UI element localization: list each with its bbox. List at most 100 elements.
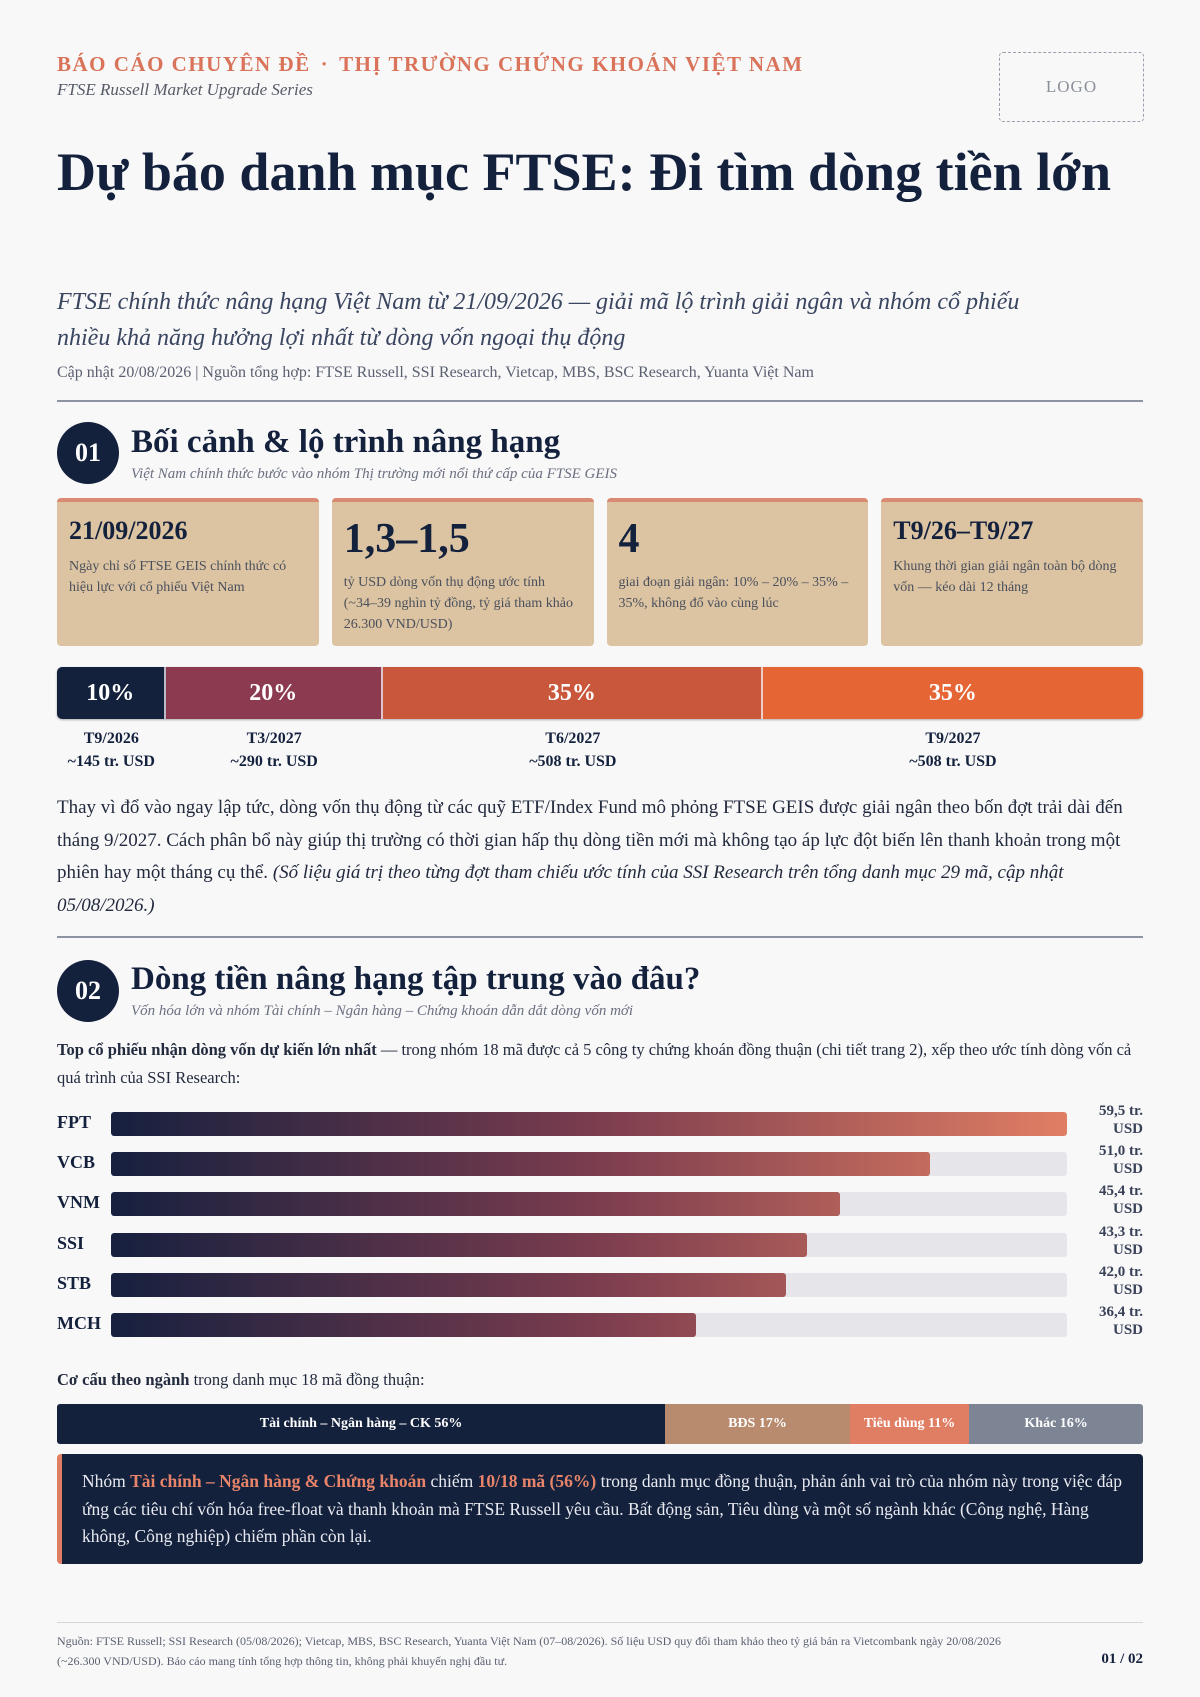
bar-row: FPT 59,5 tr. USD [57, 1102, 1143, 1146]
tranche-segment: 20% [165, 667, 383, 719]
bar-row: MCH 36,4 tr. USD [57, 1303, 1143, 1347]
tranche-segment: 35% [382, 667, 763, 719]
tranche-label: T6/2027 ~508 tr. USD [529, 727, 616, 773]
tranche-label: T3/2027 ~290 tr. USD [231, 727, 318, 773]
structure-lead-rest: trong danh mục 18 mã đồng thuận: [189, 1370, 425, 1389]
tranche-label: T9/2027 ~508 tr. USD [909, 727, 996, 773]
structure-lead-bold: Cơ cấu theo ngành [57, 1370, 190, 1389]
page-subtitle: FTSE chính thức nâng hạng Việt Nam từ 21… [57, 289, 1020, 351]
bar-ssi [111, 1232, 807, 1257]
bar-mch [111, 1313, 696, 1337]
paragraph-text: Thay vì đổ vào ngay lập tức, dòng vốn th… [57, 797, 1123, 883]
stat-cards: 21/09/2026 Ngày chỉ số FTSE GEIS chính t… [57, 498, 1143, 646]
stat-card: T9/26–T9/27 Khung thời gian giải ngân to… [881, 498, 1143, 646]
paragraph-note: (Số liệu giá trị theo từng đợt tham chiế… [57, 862, 1064, 916]
tranche-bar: 10% 20% 35% 35% [57, 667, 1143, 719]
tranche-labels: T9/2026 ~145 tr. USD T3/2027 ~290 tr. USD … [57, 727, 1143, 775]
logo-placeholder: LOGO [999, 52, 1144, 122]
section-number-1: 01 [57, 422, 119, 484]
bar-track [111, 1152, 1067, 1177]
section-subtitle-2: Vốn hóa lớn và nhóm Tài chính – Ngân hàn… [131, 1003, 634, 1019]
bar-tick-label: VCB [57, 1152, 96, 1173]
chart-lead: Top cổ phiếu nhận dòng vốn dự kiến lớn n… [57, 1036, 1143, 1092]
bar-tick-label: VNM [57, 1192, 100, 1213]
stat-description: Ngày chỉ số FTSE GEIS chính thức có hiệu… [69, 559, 287, 595]
section-title-2: Dòng tiền nâng hạng tập trung vào đâu? [131, 961, 701, 997]
stat-description: Khung thời gian giải ngân toàn bộ dòng v… [893, 559, 1117, 595]
lead-rest: — trong nhóm 18 mã được cả 5 công ty chứ… [57, 1040, 1132, 1087]
bar-row: STB 42,0 tr. USD [57, 1263, 1143, 1307]
kicker-right: THỊ TRƯỜNG CHỨNG KHOÁN VIỆT NAM [339, 52, 804, 76]
tranche-amount: ~290 tr. USD [230, 753, 318, 770]
section-subtitle-1: Việt Nam chính thức bước vào nhóm Thị tr… [131, 466, 617, 482]
update-meta: Cập nhật 20/08/2026 | Nguồn tổng hợp: FT… [57, 364, 814, 381]
bar-row: SSI 43,3 tr. USD [57, 1223, 1143, 1267]
divider [57, 400, 1143, 402]
tranche-period: T6/2027 [545, 730, 601, 747]
callout-text: Nhóm [82, 1471, 131, 1491]
stat-value: 21/09/2026 [69, 516, 188, 545]
tranche-amount: ~508 tr. USD [529, 753, 617, 770]
callout-text: chiếm [426, 1471, 478, 1491]
sector-segment: Khác 16% [969, 1404, 1143, 1444]
bar-row: VCB 51,0 tr. USD [57, 1142, 1143, 1186]
bar-value-label: 51,0 tr. USD [1098, 1143, 1143, 1178]
sector-segment: Tiêu dùng 11% [849, 1404, 970, 1444]
bar-value-label: 42,0 tr. USD [1098, 1263, 1143, 1298]
bar-track [111, 1232, 1067, 1257]
tranche-period: T9/2027 [925, 730, 981, 747]
bar-row: VNM 45,4 tr. USD [57, 1182, 1143, 1226]
series-name: FTSE Russell Market Upgrade Series [57, 80, 313, 99]
bar-tick-label: STB [57, 1272, 92, 1293]
stat-card: 1,3–1,5 tỷ USD dòng vốn thụ động ước tín… [331, 498, 594, 646]
bar-track [111, 1272, 1067, 1297]
bar-track [111, 1112, 1067, 1136]
stat-value: 4 [618, 516, 640, 562]
stat-card: 4 giai đoạn giải ngân: 10% – 20% – 35% –… [606, 498, 869, 646]
stat-value: 1,3–1,5 [343, 516, 470, 562]
kicker-left: BÁO CÁO CHUYÊN ĐỀ [57, 52, 311, 76]
section-title-1: Bối cảnh & lộ trình nâng hạng [131, 424, 561, 460]
stat-card: 21/09/2026 Ngày chỉ số FTSE GEIS chính t… [57, 498, 319, 646]
sector-callout: Nhóm Tài chính – Ngân hàng & Chứng khoán… [57, 1454, 1143, 1564]
divider [57, 936, 1143, 938]
bar-tick-label: SSI [57, 1232, 85, 1253]
bar-value-label: 43,3 tr. USD [1098, 1223, 1143, 1258]
sector-segment: BĐS 17% [665, 1404, 850, 1444]
bar-value-label: 45,4 tr. USD [1098, 1183, 1143, 1218]
section1-paragraph: Thay vì đổ vào ngay lập tức, dòng vốn th… [57, 792, 1143, 922]
tranche-period: T3/2027 [246, 730, 302, 747]
section-number-2: 02 [57, 960, 119, 1022]
bar-fpt [111, 1112, 1067, 1136]
page-number: 01 / 02 [1101, 1651, 1143, 1667]
tranche-amount: ~508 tr. USD [909, 753, 997, 770]
lead-bold: Top cổ phiếu nhận dòng vốn dự kiến lớn n… [57, 1040, 377, 1059]
bar-value-label: 36,4 tr. USD [1098, 1304, 1143, 1338]
bar-track [111, 1192, 1067, 1217]
structure-lead: Cơ cấu theo ngành trong danh mục 18 mã đ… [57, 1370, 425, 1390]
bar-stb [111, 1272, 786, 1297]
bar-tick-label: MCH [57, 1313, 101, 1333]
tranche-period: T9/2026 [83, 730, 139, 747]
footnote: Nguồn: FTSE Russell; SSI Research (05/08… [57, 1634, 1001, 1668]
sector-segment: Tài chính – Ngân hàng – CK 56% [57, 1404, 666, 1444]
stat-description: giai đoạn giải ngân: 10% – 20% – 35% – 3… [618, 575, 849, 611]
bar-tick-label: FPT [57, 1112, 91, 1132]
kicker-separator: · [320, 52, 330, 76]
tranche-segment: 10% [57, 667, 166, 719]
callout-highlight: Tài chính – Ngân hàng & Chứng khoán [130, 1471, 427, 1491]
stat-description: tỷ USD dòng vốn thụ động ước tính (~34–3… [343, 575, 573, 632]
bar-value-label: 59,5 tr. USD [1098, 1103, 1143, 1137]
tranche-segment: 35% [762, 667, 1143, 719]
tranche-label: T9/2026 ~145 tr. USD [68, 727, 155, 773]
bar-vcb [111, 1152, 931, 1177]
tranche-amount: ~145 tr. USD [67, 753, 155, 770]
bar-vnm [111, 1192, 841, 1217]
stat-value: T9/26–T9/27 [893, 516, 1034, 545]
callout-highlight: 10/18 mã (56%) [477, 1471, 597, 1491]
footer-divider [57, 1622, 1143, 1623]
report-kicker: BÁO CÁO CHUYÊN ĐỀ · THỊ TRƯỜNG CHỨNG KHOÁN… [57, 52, 804, 77]
sector-structure-bar: Tài chính – Ngân hàng – CK 56% BĐS 17% T… [57, 1404, 1143, 1444]
callout-text: trong danh mục đồng thuận, phản ánh vai … [82, 1471, 1123, 1546]
